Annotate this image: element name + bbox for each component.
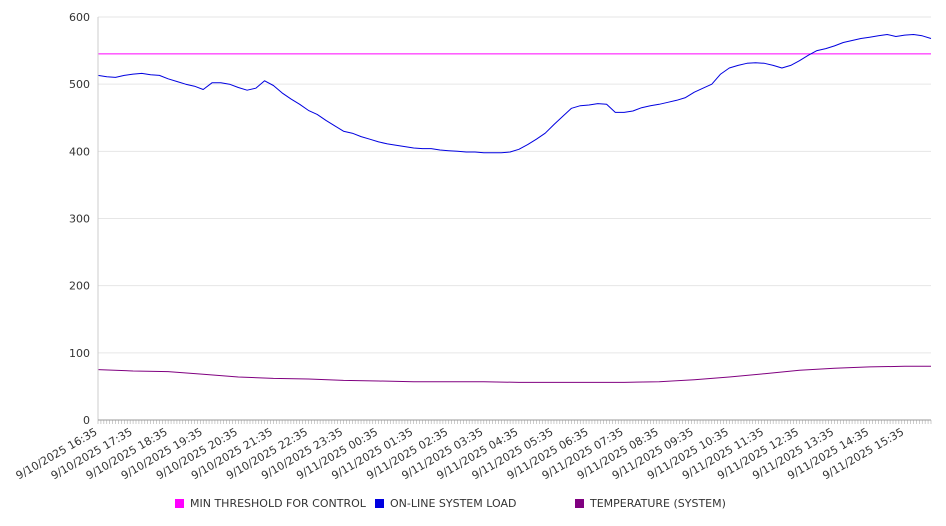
legend-swatch-load [375, 499, 384, 508]
y-tick-label-400: 400 [69, 145, 90, 158]
y-tick-label-300: 300 [69, 213, 90, 226]
legend-label-load: ON-LINE SYSTEM LOAD [390, 497, 517, 510]
y-tick-label-100: 100 [69, 347, 90, 360]
legend-item-temperature[interactable]: TEMPERATURE (SYSTEM) [575, 497, 726, 510]
grid-lines [98, 16, 931, 354]
y-tick-label-600: 600 [69, 11, 90, 24]
legend-swatch-temperature [575, 499, 584, 508]
legend-item-threshold[interactable]: MIN THRESHOLD FOR CONTROL [175, 497, 366, 510]
series-line-1 [97, 34, 932, 154]
y-tick-label-200: 200 [69, 280, 90, 293]
legend-label-temperature: TEMPERATURE (SYSTEM) [590, 497, 726, 510]
series-lines [97, 34, 932, 383]
legend: MIN THRESHOLD FOR CONTROL ON-LINE SYSTEM… [0, 497, 946, 515]
legend-item-load[interactable]: ON-LINE SYSTEM LOAD [375, 497, 516, 510]
legend-label-threshold: MIN THRESHOLD FOR CONTROL [190, 497, 366, 510]
legend-swatch-threshold [175, 499, 184, 508]
y-tick-label-500: 500 [69, 78, 90, 91]
series-line-2 [97, 365, 931, 383]
y-tick-label-0: 0 [83, 414, 90, 427]
y-axis-ticks: 0 100 200 300 400 500 600 [69, 11, 90, 427]
x-axis-ticks: 9/10/2025 16:359/10/2025 17:359/10/2025 … [14, 420, 932, 482]
